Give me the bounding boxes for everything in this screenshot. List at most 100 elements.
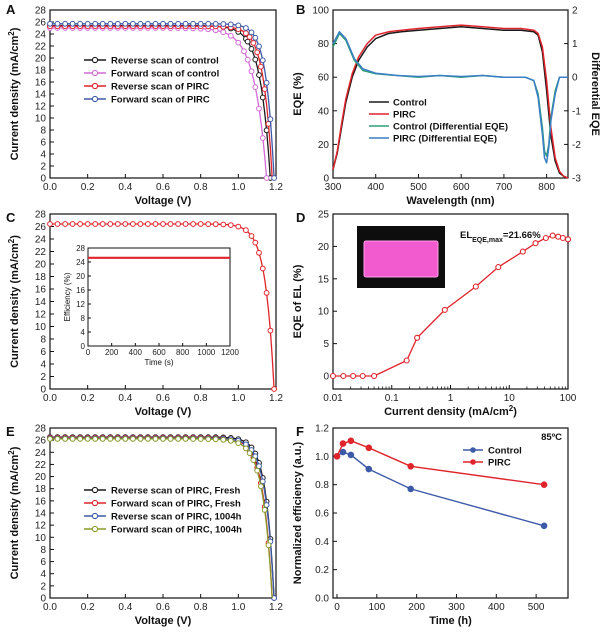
data-point-eqe-of-el (359, 372, 366, 380)
plot-frame (332, 9, 569, 179)
series-line-pirc (332, 24, 569, 179)
data-point-pirc-j-v (243, 227, 249, 234)
data-point-forward-scan-of-pirc-1004h (175, 436, 182, 442)
data-point-forward-scan-of-pirc (69, 20, 76, 27)
data-point-forward-scan-of-pirc-1004h (250, 457, 257, 464)
data-point-forward-scan-of-pirc (122, 20, 129, 27)
data-point-forward-scan-of-pirc-1004h (145, 436, 151, 442)
legend-label-control-differential-eqe: Control (Differential EQE) (393, 122, 508, 133)
data-point-pirc-j-v (69, 221, 76, 227)
x-tick-label: 1.0 (231, 393, 245, 404)
data-point-forward-scan-of-pirc-1004h (243, 445, 249, 452)
data-point-forward-scan-of-pirc (220, 21, 227, 27)
series-line-control (336, 451, 545, 527)
data-point-reverse-scan-of-pirc (254, 49, 261, 56)
data-point-control (540, 522, 548, 530)
x-tick-label: 0.8 (194, 182, 208, 193)
data-point-pirc-j-v (259, 265, 266, 272)
x-tick-label: 0.0 (43, 602, 57, 613)
data-point-pirc-j-v (256, 249, 262, 256)
legend-label-pirc: PIRC (488, 458, 511, 469)
data-point-eqe-of-el (549, 232, 556, 239)
data-point-forward-scan-of-pirc (227, 21, 234, 28)
panel-e: E0.0 0.2 0.4 0.6 0.8 1.0 1.2024681012141618202… (6, 424, 283, 628)
x-tick-label: 1.0 (231, 182, 245, 193)
y-tick-label: 4 (40, 360, 46, 371)
x-tick-label: 1 (448, 393, 454, 404)
y-tick-label: 22 (35, 42, 47, 53)
legend-label-forward-scan-of-control: Forward scan of control (111, 69, 219, 80)
data-point-reverse-scan-of-pirc (258, 63, 264, 70)
y-tick-label: 20 (35, 54, 47, 65)
y-tick-label: 14 (35, 90, 47, 101)
panel-letter: E (6, 424, 15, 439)
data-point-forward-scan-of-pirc-1004h (84, 436, 91, 442)
data-point-forward-scan-of-pirc (145, 20, 151, 27)
y-tick-label: 20 (318, 140, 330, 151)
y-tick-label: 0.4 (315, 537, 329, 548)
data-point-pirc (339, 440, 347, 447)
data-point-eqe-of-el (519, 248, 526, 255)
data-point-forward-scan-of-pirc (256, 43, 262, 50)
y-tick-label: 8 (40, 545, 46, 556)
data-point-eqe-of-el (371, 372, 378, 380)
inset-x-tick-label: 400 (129, 348, 143, 357)
data-point-forward-scan-of-pirc (212, 21, 219, 27)
data-point-eqe-of-el (472, 283, 479, 290)
data-point-forward-scan-of-pirc-1004h (197, 436, 204, 442)
data-point-eqe-of-el (350, 372, 357, 380)
legend-marker-forward-scan-of-pirc-fresh (91, 499, 99, 507)
y-tick-label: 16 (35, 496, 47, 507)
data-point-forward-scan-of-pirc (190, 20, 197, 27)
y-tick-label: 5 (323, 339, 329, 350)
x-tick-label: 400 (488, 602, 505, 613)
max-eqe-annotation: ELEQE,max=21.66% (460, 230, 541, 244)
x-axis-label: Current density (mA/cm2) (384, 404, 517, 419)
data-point-pirc-j-v (92, 221, 99, 227)
data-point-forward-scan-of-pirc-1004h (62, 436, 68, 442)
data-point-forward-scan-of-pirc (152, 20, 159, 27)
y-tick-label: 28 (35, 424, 47, 435)
y-tick-label: 24 (35, 30, 47, 41)
inset-y-tick-label: 16 (76, 286, 85, 295)
y-tick-label: 0 (40, 594, 46, 605)
x-tick-label: 0.2 (81, 393, 95, 404)
data-point-pirc-j-v (175, 221, 182, 227)
data-point-forward-scan-of-pirc-1004h (122, 436, 129, 442)
data-point-forward-scan-of-pirc-1004h (220, 436, 227, 443)
inset-x-tick-label: 600 (152, 348, 166, 357)
y-tick-label: 0 (40, 385, 46, 396)
data-point-pirc-j-v (197, 221, 204, 227)
data-point-eqe-of-el (329, 372, 337, 380)
legend-label-reverse-scan-of-pirc: Reverse scan of PIRC (111, 82, 209, 93)
data-point-forward-scan-of-pirc (243, 25, 249, 31)
y-tick-label: 20 (35, 472, 47, 483)
data-point-forward-scan-of-control (256, 105, 262, 112)
y-tick-label: 2 (40, 581, 46, 592)
x-tick-label: 100 (368, 602, 385, 613)
data-point-reverse-scan-of-pirc (261, 86, 268, 92)
x-axis-label: Wavelength (nm) (406, 195, 495, 207)
y-tick-label: 4 (40, 569, 46, 580)
series-line-control (332, 26, 569, 179)
data-point-pirc-j-v (263, 290, 270, 296)
data-point-pirc-j-v (152, 221, 159, 227)
data-point-forward-scan-of-pirc-1004h (235, 440, 242, 447)
data-point-forward-scan-of-pirc (107, 20, 114, 27)
data-point-forward-scan-of-pirc-1004h (152, 436, 159, 442)
panel-letter: D (296, 210, 305, 225)
data-point-forward-scan-of-pirc-1004h (114, 436, 121, 442)
data-point-pirc (333, 453, 341, 460)
y-tick-label: 16 (35, 78, 47, 89)
y-tick-label: 0.2 (315, 565, 329, 576)
y-tick-label: 14 (35, 297, 47, 308)
legend-label-forward-scan-of-pirc-fresh: Forward scan of PIRC, Fresh (111, 499, 241, 510)
x-tick-label: 0.8 (194, 393, 208, 404)
data-point-reverse-scan-of-control (252, 56, 259, 63)
data-point-forward-scan-of-pirc-1004h (47, 436, 53, 442)
y2-tick-label: -1 (572, 106, 581, 117)
data-point-forward-scan-of-pirc-1004h (137, 436, 144, 442)
data-point-forward-scan-of-pirc (175, 20, 182, 27)
panel-d: D 0.01 0.1 1 10 100 0 5 10 15 20 25 Current density … (292, 210, 577, 419)
